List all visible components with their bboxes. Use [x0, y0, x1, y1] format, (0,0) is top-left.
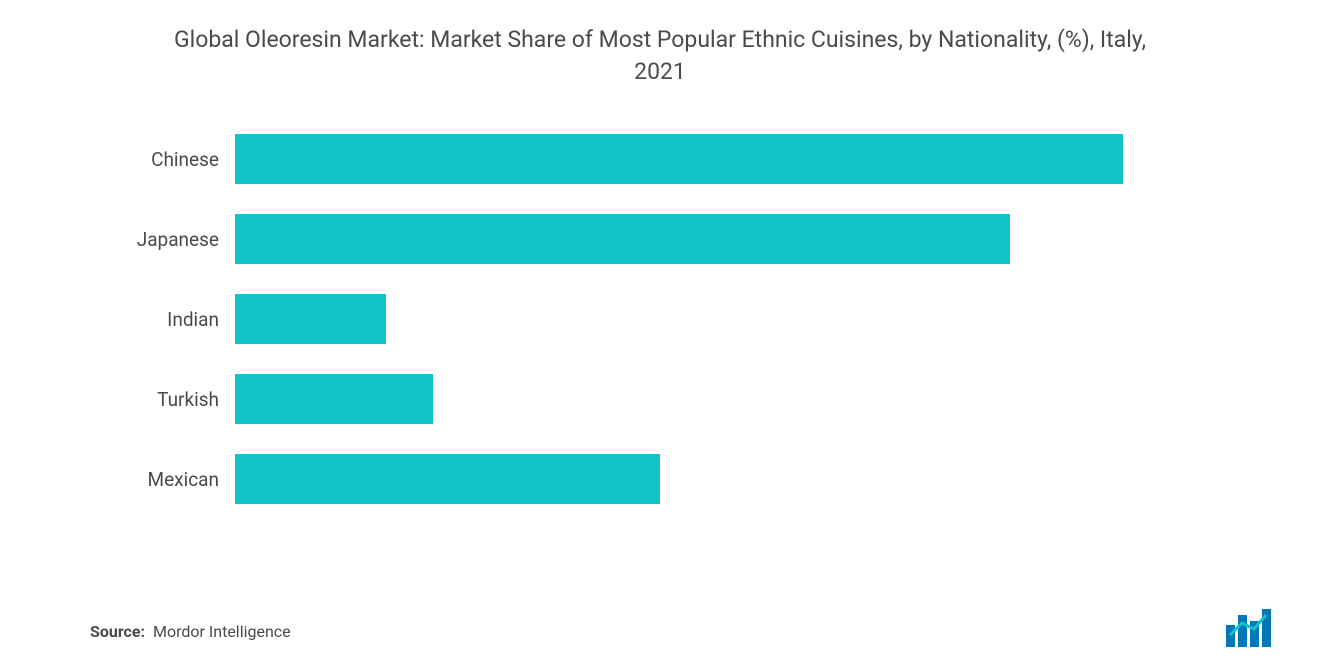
bar-row: Indian — [100, 294, 1180, 344]
bar-track — [235, 454, 1180, 504]
category-label: Japanese — [100, 228, 235, 251]
mordor-logo-icon — [1224, 607, 1280, 647]
source-label: Source: — [90, 622, 145, 641]
category-label: Mexican — [100, 468, 235, 491]
bar-row: Chinese — [100, 134, 1180, 184]
bar — [235, 134, 1123, 184]
bar-track — [235, 214, 1180, 264]
bar — [235, 214, 1010, 264]
chart-title: Global Oleoresin Market: Market Share of… — [110, 24, 1210, 88]
bar-track — [235, 134, 1180, 184]
bar-row: Turkish — [100, 374, 1180, 424]
bar-track — [235, 294, 1180, 344]
source-attribution: Source: Mordor Intelligence — [90, 622, 291, 641]
bar — [235, 294, 386, 344]
category-label: Indian — [100, 308, 235, 331]
source-value: Mordor Intelligence — [153, 622, 291, 641]
chart-plot-area: Chinese Japanese Indian Turkish Mexican — [40, 134, 1280, 504]
category-label: Chinese — [100, 148, 235, 171]
category-label: Turkish — [100, 388, 235, 411]
bar — [235, 374, 433, 424]
bar-row: Mexican — [100, 454, 1180, 504]
bar-row: Japanese — [100, 214, 1180, 264]
bar — [235, 454, 660, 504]
chart-frame: Global Oleoresin Market: Market Share of… — [0, 0, 1320, 665]
bar-track — [235, 374, 1180, 424]
